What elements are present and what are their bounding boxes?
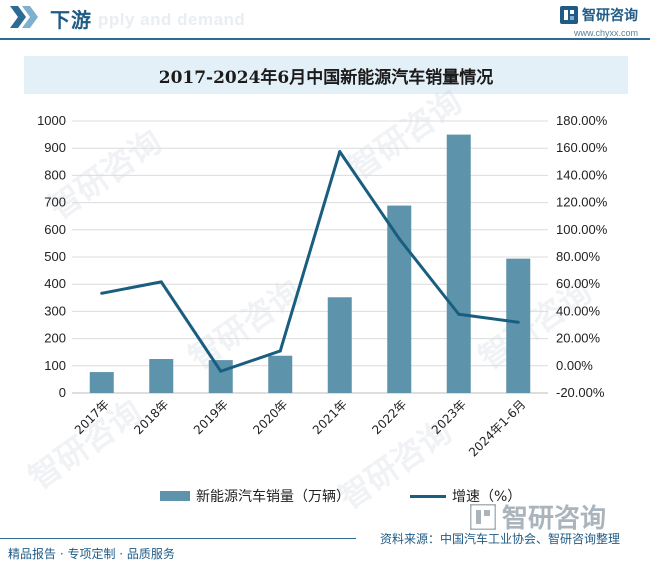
right-tick-label: 20.00% [556, 331, 601, 346]
right-tick-label: 180.00% [556, 113, 608, 128]
x-tick-label: 2020年 [250, 397, 290, 437]
growth-line [101, 150, 519, 373]
source-note: 资料来源：中国汽车工业协会、智研咨询整理 [380, 532, 621, 546]
right-tick-label: 120.00% [556, 195, 608, 210]
x-tick-label: 2019年 [191, 397, 231, 437]
left-tick-label: 100 [44, 358, 66, 373]
right-axis: -20.00% 0.00% 20.00% 40.00% 60.00% 80.00% 100.… [556, 113, 608, 400]
growth-point-2018年 [159, 280, 163, 284]
bar-2019年 [208, 360, 233, 393]
left-axis: 0 100 200 300 400 500 600 700 800 900 1000 [37, 113, 66, 400]
bar-2018年 [149, 359, 174, 393]
growth-point-2020年 [278, 349, 282, 353]
growth-point-2024年1-6月 [516, 320, 520, 324]
x-axis: 2017年 2018年 2019年 2020年 2021年 2022年 2023年2024年… [72, 397, 528, 459]
double-chevron-icon [10, 6, 38, 28]
growth-point-2022年 [397, 237, 401, 241]
right-tick-label: 40.00% [556, 303, 601, 318]
right-tick-label: 60.00% [556, 276, 601, 291]
left-tick-label: 300 [44, 303, 66, 318]
x-tick-label: 2023年 [429, 397, 469, 437]
legend-line-swatch [410, 494, 446, 498]
left-tick-label: 400 [44, 276, 66, 291]
legend-line-label: 增速（%） [452, 489, 522, 505]
footer-divider [0, 538, 356, 539]
x-tick-label: 2021年 [310, 397, 350, 437]
left-tick-label: 1000 [37, 113, 66, 128]
growth-point-2017年 [100, 291, 104, 295]
right-tick-label: 160.00% [556, 140, 608, 155]
growth-point-2021年 [338, 150, 342, 154]
header-divider [0, 38, 650, 40]
growth-point-2023年 [457, 312, 461, 316]
bar-2017年 [89, 372, 114, 393]
chart-legend: 新能源汽车销量（万辆） 增速（%） [160, 486, 521, 506]
bar-2021年 [327, 297, 352, 393]
page-header: pply and demand 下游 [0, 0, 650, 40]
left-tick-label: 800 [44, 167, 66, 182]
right-tick-label: 80.00% [556, 249, 601, 264]
bar-2023年 [446, 134, 471, 393]
left-tick-label: 700 [44, 195, 66, 210]
brand-name: 智研咨询 [582, 8, 638, 24]
brand: 智研咨询 [560, 5, 638, 25]
legend-bar-swatch [160, 491, 190, 501]
chart-title: 2017-2024年6月中国新能源汽车销量情况 [158, 67, 494, 88]
x-tick-label: 2018年 [131, 397, 171, 437]
x-tick-label: 2024年1-6月 [466, 397, 528, 459]
grid-layer [72, 120, 548, 394]
right-tick-label: 0.00% [556, 358, 593, 373]
legend-item-line: 增速（%） [410, 486, 521, 506]
section-title: 下游 [50, 8, 92, 32]
right-tick-label: 100.00% [556, 222, 608, 237]
bar-layer [89, 134, 531, 393]
header-ghost-text: pply and demand [98, 10, 246, 29]
brand-url: www.chyxx.com [573, 28, 638, 38]
left-tick-label: 200 [44, 331, 66, 346]
x-tick-label: 2022年 [369, 397, 409, 437]
left-tick-label: 600 [44, 222, 66, 237]
line-layer [100, 150, 520, 373]
left-tick-label: 500 [44, 249, 66, 264]
chart-title-band: 2017-2024年6月中国新能源汽车销量情况 [24, 56, 628, 94]
right-tick-label: -20.00% [556, 385, 605, 400]
right-tick-label: 140.00% [556, 167, 608, 182]
bar-2022年 [387, 205, 412, 393]
footer-tagline: 精品报告 · 专项定制 · 品质服务 [8, 547, 175, 561]
left-tick-label: 900 [44, 140, 66, 155]
bar-2020年 [268, 355, 293, 393]
x-tick-label: 2017年 [72, 397, 112, 437]
legend-item-bar: 新能源汽车销量（万辆） [160, 486, 350, 506]
legend-bar-label: 新能源汽车销量（万辆） [196, 489, 350, 505]
brand-logo-icon [560, 6, 578, 24]
left-tick-label: 0 [59, 385, 66, 400]
growth-point-2019年 [219, 369, 223, 373]
bar-2024年1-6月 [506, 258, 531, 393]
